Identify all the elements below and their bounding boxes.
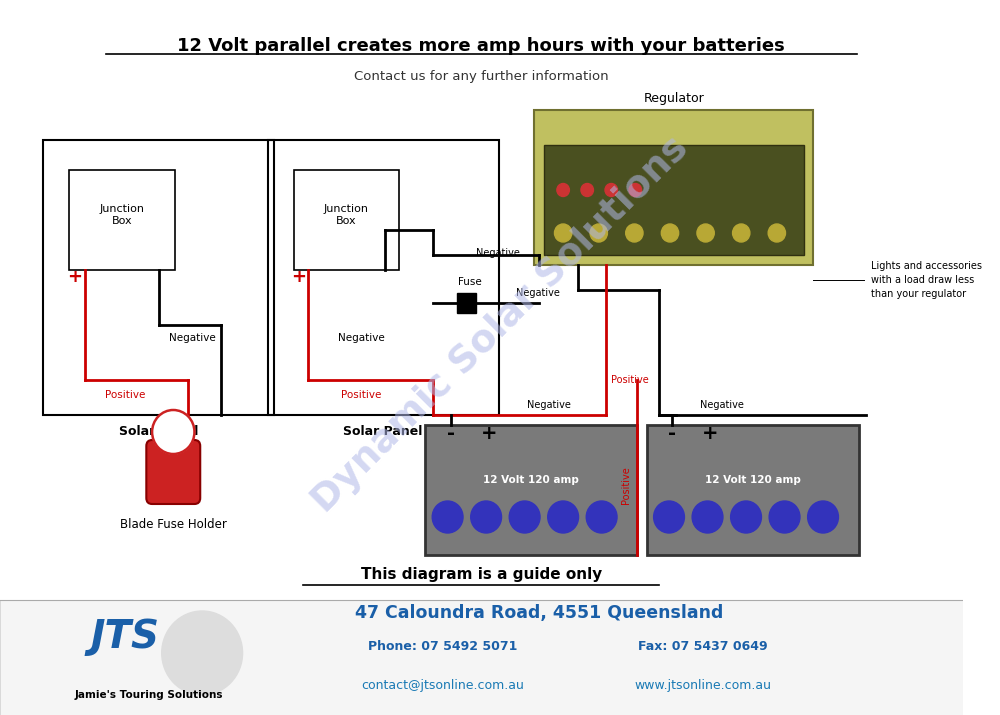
Circle shape [605, 184, 618, 197]
Text: -: - [447, 423, 455, 443]
Text: Negative: Negative [516, 288, 560, 298]
Circle shape [432, 501, 463, 533]
Circle shape [626, 224, 643, 242]
Circle shape [629, 184, 642, 197]
Text: 47 Caloundra Road, 4551 Queensland: 47 Caloundra Road, 4551 Queensland [355, 604, 723, 622]
Text: Jamie's Touring Solutions: Jamie's Touring Solutions [75, 690, 223, 700]
Circle shape [733, 224, 750, 242]
Circle shape [808, 501, 838, 533]
Circle shape [557, 184, 569, 197]
Text: Regulator: Regulator [643, 92, 704, 105]
Text: Negative: Negative [527, 400, 571, 410]
Text: +: + [68, 268, 83, 286]
Circle shape [586, 501, 617, 533]
FancyBboxPatch shape [146, 440, 200, 504]
Text: Blade Fuse Holder: Blade Fuse Holder [120, 518, 227, 531]
Text: JTS: JTS [91, 618, 160, 656]
Bar [294, 170, 399, 270]
Circle shape [731, 501, 761, 533]
Bar [0, 600, 963, 715]
Text: Negative: Negative [700, 400, 744, 410]
Text: 12 Volt 120 amp: 12 Volt 120 amp [705, 475, 801, 485]
Bar [69, 170, 175, 270]
Text: +: + [291, 268, 306, 286]
Circle shape [590, 224, 607, 242]
Text: contact@jtsonline.com.au: contact@jtsonline.com.au [361, 679, 524, 691]
Text: +: + [702, 423, 719, 443]
Text: Positive: Positive [611, 375, 649, 385]
Text: Negative: Negative [338, 333, 384, 343]
Bar [457, 293, 476, 313]
Text: Lights and accessories
with a load draw less
than your regulator: Lights and accessories with a load draw … [871, 261, 982, 299]
Text: Contact us for any further information: Contact us for any further information [354, 70, 609, 83]
Text: Negative: Negative [169, 333, 216, 343]
Circle shape [548, 501, 579, 533]
Bar [647, 425, 859, 555]
Text: Junction
Box: Junction Box [100, 204, 145, 226]
Text: www.jtsonline.com.au: www.jtsonline.com.au [634, 679, 771, 691]
Text: Solar Panel: Solar Panel [119, 425, 199, 438]
Bar [268, 140, 499, 415]
Circle shape [661, 224, 679, 242]
Text: Phone: 07 5492 5071: Phone: 07 5492 5071 [368, 641, 517, 654]
Bar [43, 140, 274, 415]
Text: 12 Volt 120 amp: 12 Volt 120 amp [483, 475, 579, 485]
Bar [534, 110, 813, 265]
Circle shape [769, 501, 800, 533]
Circle shape [697, 224, 714, 242]
Circle shape [152, 410, 194, 454]
Text: This diagram is a guide only: This diagram is a guide only [361, 568, 602, 583]
Circle shape [554, 224, 572, 242]
Text: Dynamic Solar Solutions: Dynamic Solar Solutions [306, 130, 696, 520]
Circle shape [692, 501, 723, 533]
Text: Fuse: Fuse [458, 277, 482, 287]
Circle shape [654, 501, 684, 533]
Text: Negative: Negative [476, 248, 520, 258]
Text: -: - [668, 423, 676, 443]
Circle shape [471, 501, 502, 533]
Bar [425, 425, 637, 555]
Text: Positive: Positive [621, 466, 631, 504]
Bar [544, 145, 804, 255]
Circle shape [509, 501, 540, 533]
Circle shape [581, 184, 593, 197]
Circle shape [768, 224, 786, 242]
Text: Junction
Box: Junction Box [324, 204, 369, 226]
Text: Positive: Positive [105, 390, 145, 400]
Text: Fax: 07 5437 0649: Fax: 07 5437 0649 [638, 641, 768, 654]
Text: Solar Panel: Solar Panel [343, 425, 423, 438]
Circle shape [162, 611, 243, 695]
Text: Positive: Positive [341, 390, 381, 400]
Text: 12 Volt parallel creates more amp hours with your batteries: 12 Volt parallel creates more amp hours … [177, 37, 785, 55]
Text: +: + [481, 423, 497, 443]
